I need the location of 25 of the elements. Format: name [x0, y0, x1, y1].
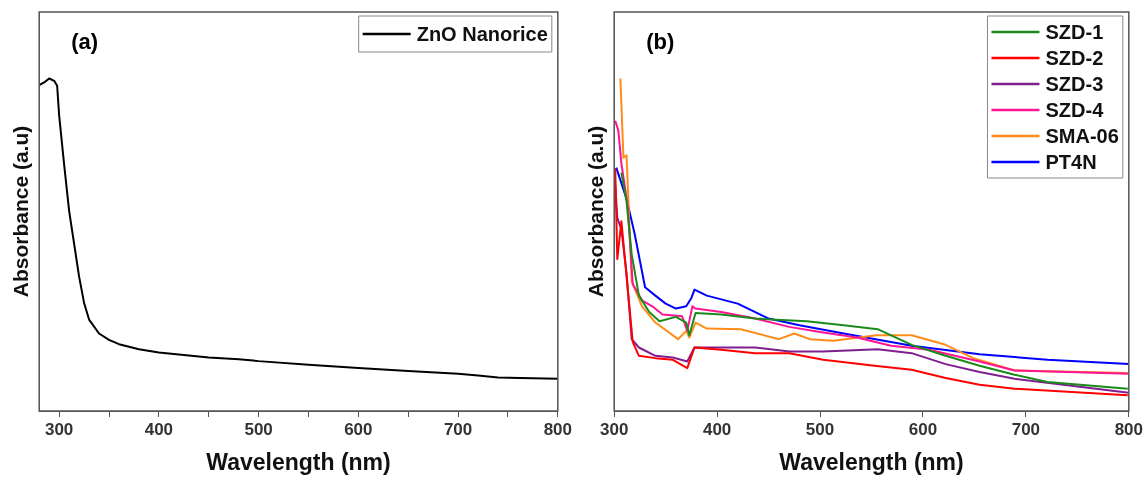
text: (a) — [71, 29, 99, 55]
legend-label: SMA-06 — [1045, 124, 1119, 147]
legend-label: ZnO Nanorice — [416, 22, 548, 45]
x-tick-label: 600 — [344, 419, 373, 439]
x-tick-label: 400 — [144, 419, 174, 439]
x-tick-label: 400 — [702, 419, 732, 439]
legend-label: SZD-4 — [1045, 98, 1105, 121]
x-tick-label: 800 — [543, 419, 573, 439]
x-axis-title: Wavelength (nm) — [206, 448, 391, 475]
legend-label: SZD-3 — [1045, 72, 1104, 95]
legend-label: PT4N — [1045, 150, 1097, 173]
legend-label: SZD-1 — [1045, 20, 1104, 43]
x-axis-title: Wavelength (nm) — [779, 448, 964, 475]
x-tick-label: 700 — [1011, 419, 1041, 439]
x-tick-label: 800 — [1114, 419, 1144, 439]
y-axis-title: Absorbance (a.u) — [9, 125, 33, 298]
x-tick-label: 300 — [44, 419, 74, 439]
x-tick-label: 500 — [244, 419, 273, 439]
text: (b) — [646, 29, 675, 55]
y-axis-title: Absorbance (a.u) — [584, 125, 608, 298]
x-tick-label: 700 — [443, 419, 473, 439]
legend-label: SZD-2 — [1045, 46, 1104, 69]
x-tick-label: 500 — [805, 419, 835, 439]
x-tick-label: 600 — [908, 419, 938, 439]
x-tick-label: 300 — [600, 419, 629, 439]
